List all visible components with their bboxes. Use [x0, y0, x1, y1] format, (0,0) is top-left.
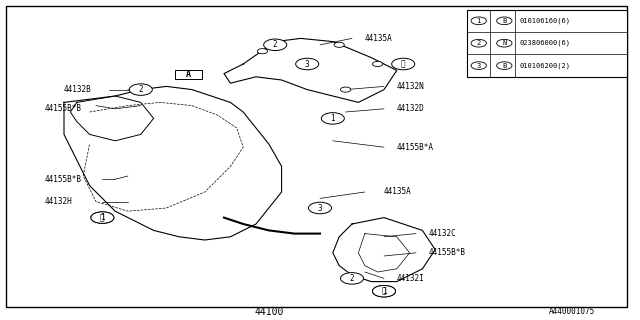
Text: 3: 3 — [317, 204, 323, 212]
Text: 44155B*A: 44155B*A — [397, 143, 434, 152]
Text: 44135A: 44135A — [384, 188, 412, 196]
Text: 44132C: 44132C — [429, 229, 456, 238]
Circle shape — [296, 58, 319, 70]
Circle shape — [497, 39, 512, 47]
Text: B: B — [502, 18, 506, 24]
Text: 2: 2 — [349, 274, 355, 283]
Text: 44132D: 44132D — [397, 104, 424, 113]
Circle shape — [372, 285, 396, 297]
Circle shape — [257, 49, 268, 54]
Text: 3: 3 — [477, 63, 481, 68]
Circle shape — [129, 84, 152, 95]
Circle shape — [264, 39, 287, 51]
Text: 1: 1 — [100, 213, 105, 222]
Text: 44155B*B: 44155B*B — [45, 104, 82, 113]
Text: ①: ① — [100, 213, 105, 222]
Text: 1: 1 — [381, 287, 387, 296]
Circle shape — [497, 62, 512, 69]
Circle shape — [372, 61, 383, 67]
Circle shape — [321, 113, 344, 124]
Circle shape — [372, 285, 396, 297]
Circle shape — [340, 273, 364, 284]
Text: A: A — [186, 70, 191, 79]
Text: 2: 2 — [477, 40, 481, 46]
Circle shape — [392, 58, 415, 70]
Circle shape — [91, 212, 114, 223]
Circle shape — [471, 17, 486, 25]
FancyBboxPatch shape — [175, 70, 202, 79]
Text: 44100: 44100 — [254, 307, 284, 317]
Circle shape — [497, 17, 512, 25]
Text: A440001075: A440001075 — [549, 308, 595, 316]
Text: 2: 2 — [138, 85, 143, 94]
Text: ①: ① — [401, 60, 406, 68]
Circle shape — [471, 62, 486, 69]
Text: 44132N: 44132N — [397, 82, 424, 91]
Circle shape — [340, 87, 351, 92]
Text: 44135A: 44135A — [365, 34, 392, 43]
Circle shape — [91, 212, 114, 223]
Bar — [467, 10, 627, 77]
Text: 010106160(6): 010106160(6) — [520, 18, 571, 24]
Circle shape — [334, 42, 344, 47]
Text: 44155B*B: 44155B*B — [429, 248, 466, 257]
Text: 44132H: 44132H — [45, 197, 72, 206]
Text: 023806000(6): 023806000(6) — [520, 40, 571, 46]
Text: 2: 2 — [273, 40, 278, 49]
Text: B: B — [502, 63, 506, 68]
Text: 3: 3 — [305, 60, 310, 68]
Text: 44132B: 44132B — [64, 85, 92, 94]
Text: 44132I: 44132I — [397, 274, 424, 283]
Text: 44155B*B: 44155B*B — [45, 175, 82, 184]
Text: 1: 1 — [330, 114, 335, 123]
Text: 010106200(2): 010106200(2) — [520, 62, 571, 69]
Text: ①: ① — [381, 287, 387, 296]
Text: 1: 1 — [477, 18, 481, 24]
Circle shape — [308, 202, 332, 214]
Text: N: N — [502, 40, 506, 46]
Circle shape — [471, 39, 486, 47]
